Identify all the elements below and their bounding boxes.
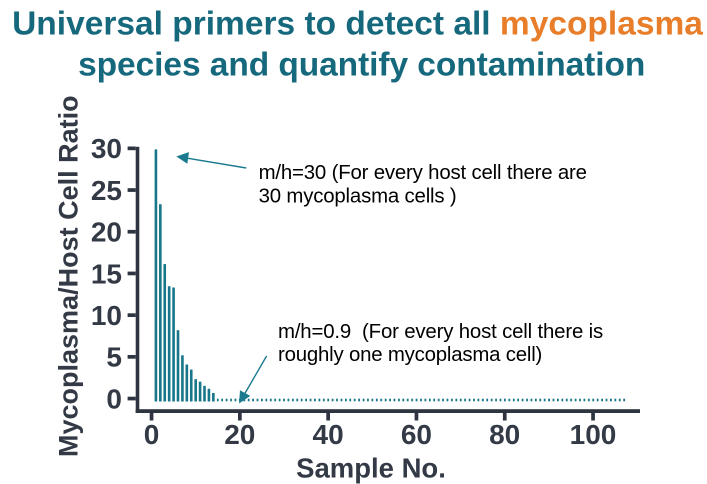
svg-text:80: 80	[489, 419, 520, 450]
svg-text:20: 20	[91, 217, 122, 248]
svg-text:15: 15	[91, 258, 122, 289]
svg-text:species and quantify contamina: species and quantify contamination	[78, 47, 645, 84]
svg-text:m/h=30 (For every host cell th: m/h=30 (For every host cell there are	[259, 162, 587, 184]
svg-text:0: 0	[106, 383, 122, 414]
svg-text:40: 40	[313, 419, 344, 450]
svg-text:0: 0	[144, 419, 160, 450]
svg-text:m/h=0.9 (For every host cell: m/h=0.9 (For every host cell there is	[278, 321, 603, 343]
svg-text:roughly one mycoplasma cell): roughly one mycoplasma cell)	[278, 344, 542, 366]
svg-text:60: 60	[401, 419, 432, 450]
svg-text:5: 5	[106, 342, 122, 373]
svg-text:Universal primers to detect al: Universal primers to detect all mycoplas…	[12, 6, 703, 43]
svg-text:10: 10	[91, 300, 122, 331]
svg-text:Sample No.: Sample No.	[296, 453, 446, 484]
svg-text:100: 100	[570, 419, 617, 450]
svg-text:Mycoplasma/Host Cell Ratio: Mycoplasma/Host Cell Ratio	[53, 95, 83, 457]
svg-text:30: 30	[91, 133, 122, 164]
svg-text:30 mycoplasma cells ): 30 mycoplasma cells )	[259, 186, 457, 208]
svg-text:25: 25	[91, 175, 122, 206]
svg-text:20: 20	[224, 419, 255, 450]
